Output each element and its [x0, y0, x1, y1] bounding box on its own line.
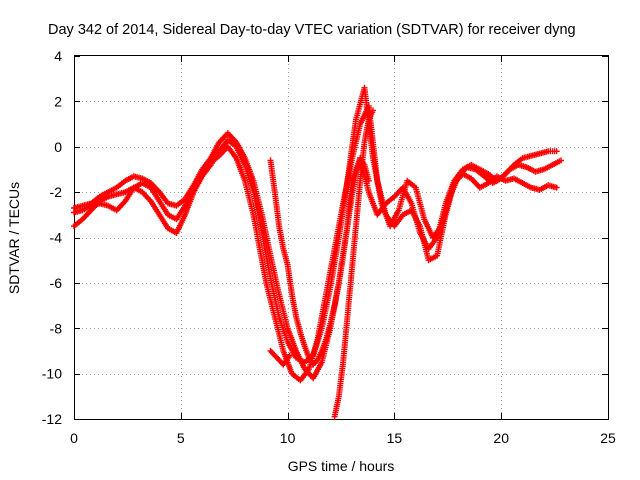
- series-track-6: [267, 347, 293, 368]
- chart-title: Day 342 of 2014, Sidereal Day-to-day VTE…: [48, 22, 576, 38]
- x-tick-label: 25: [600, 430, 616, 446]
- y-tick-label: -6: [50, 275, 63, 291]
- y-tick-label: -2: [50, 184, 63, 200]
- plot-frame: [74, 55, 609, 420]
- x-axis-label: GPS time / hours: [288, 458, 395, 474]
- point-markers: [331, 107, 376, 420]
- point-markers: [71, 84, 564, 366]
- y-tick-labels: -12 -10 -8 -6 -4 -2 0 2 4: [42, 48, 62, 427]
- y-tick-label: 2: [54, 93, 62, 109]
- series-track-3: [71, 102, 560, 384]
- y-tick-label: -8: [50, 320, 63, 336]
- x-tick-label: 5: [177, 430, 185, 446]
- x-tick-label: 15: [387, 430, 403, 446]
- point-markers: [267, 155, 372, 368]
- data-marks: [71, 84, 564, 420]
- axis-ticks: [74, 56, 609, 420]
- series-track-2: [71, 84, 564, 366]
- grid: [74, 56, 608, 419]
- x-tick-labels: 0 5 10 15 20 25: [70, 430, 616, 446]
- y-tick-label: -10: [42, 366, 62, 382]
- y-tick-label: 0: [54, 139, 62, 155]
- y-tick-label: -4: [50, 230, 63, 246]
- series-track-4: [267, 155, 372, 368]
- point-markers: [71, 102, 560, 384]
- series-track-5: [331, 107, 376, 420]
- x-tick-label: 0: [70, 430, 78, 446]
- y-tick-label: 4: [54, 48, 62, 64]
- point-markers: [267, 347, 293, 368]
- x-tick-label: 20: [493, 430, 509, 446]
- y-axis-label: SDTVAR / TECUs: [6, 182, 22, 294]
- y-tick-label: -12: [42, 411, 62, 427]
- x-tick-label: 10: [280, 430, 296, 446]
